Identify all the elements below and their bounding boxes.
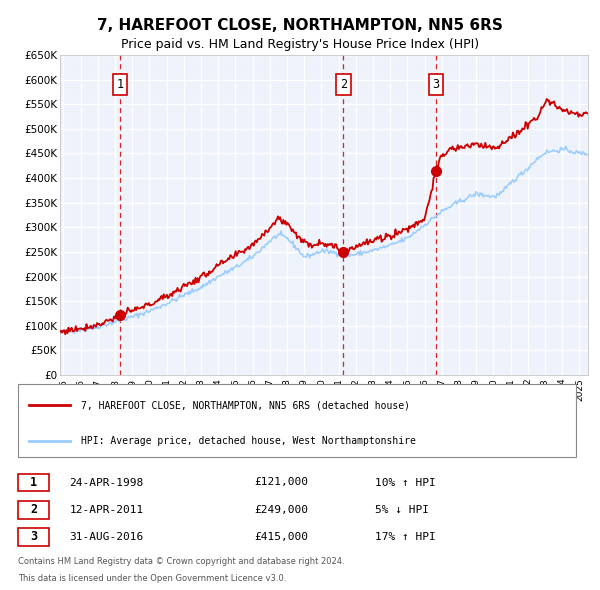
Text: 12-APR-2011: 12-APR-2011 <box>70 504 144 514</box>
Text: 3: 3 <box>433 78 440 91</box>
Text: £249,000: £249,000 <box>254 504 308 514</box>
FancyBboxPatch shape <box>18 528 49 546</box>
Text: 7, HAREFOOT CLOSE, NORTHAMPTON, NN5 6RS: 7, HAREFOOT CLOSE, NORTHAMPTON, NN5 6RS <box>97 18 503 33</box>
Text: 3: 3 <box>30 530 37 543</box>
Text: 31-AUG-2016: 31-AUG-2016 <box>70 532 144 542</box>
Text: 17% ↑ HPI: 17% ↑ HPI <box>375 532 436 542</box>
Text: 2: 2 <box>30 503 37 516</box>
Text: Contains HM Land Registry data © Crown copyright and database right 2024.: Contains HM Land Registry data © Crown c… <box>18 557 344 566</box>
FancyBboxPatch shape <box>18 474 49 491</box>
Text: 2: 2 <box>340 78 347 91</box>
Text: This data is licensed under the Open Government Licence v3.0.: This data is licensed under the Open Gov… <box>18 574 286 583</box>
Text: 7, HAREFOOT CLOSE, NORTHAMPTON, NN5 6RS (detached house): 7, HAREFOOT CLOSE, NORTHAMPTON, NN5 6RS … <box>81 400 410 410</box>
Text: 1: 1 <box>30 476 37 489</box>
Text: 10% ↑ HPI: 10% ↑ HPI <box>375 477 436 487</box>
Text: 24-APR-1998: 24-APR-1998 <box>70 477 144 487</box>
Text: Price paid vs. HM Land Registry's House Price Index (HPI): Price paid vs. HM Land Registry's House … <box>121 38 479 51</box>
Text: £121,000: £121,000 <box>254 477 308 487</box>
Text: 1: 1 <box>116 78 124 91</box>
FancyBboxPatch shape <box>18 384 577 457</box>
Text: 5% ↓ HPI: 5% ↓ HPI <box>375 504 429 514</box>
FancyBboxPatch shape <box>18 501 49 519</box>
Text: HPI: Average price, detached house, West Northamptonshire: HPI: Average price, detached house, West… <box>81 435 416 445</box>
Text: £415,000: £415,000 <box>254 532 308 542</box>
